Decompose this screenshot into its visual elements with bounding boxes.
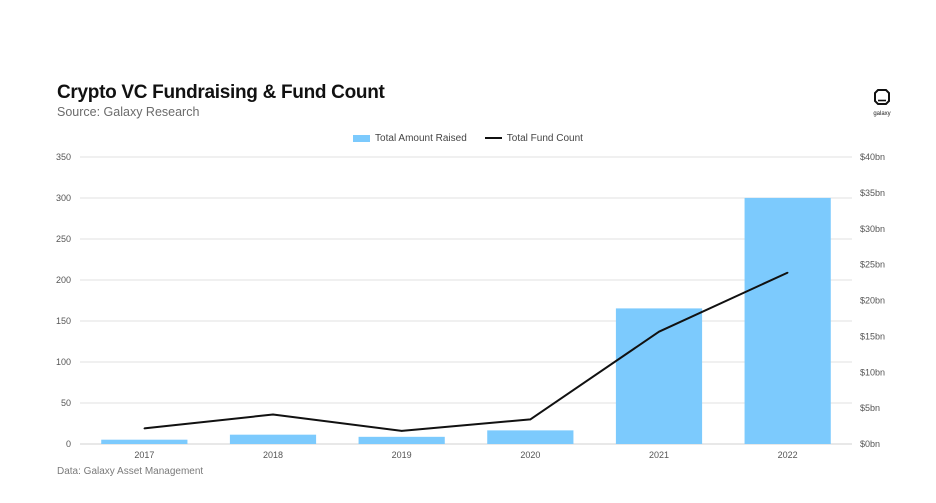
- x-axis-tick-label: 2019: [392, 450, 412, 460]
- left-axis-tick-label: 0: [66, 439, 71, 449]
- left-axis-tick-label: 250: [56, 234, 71, 244]
- chart-subtitle: Source: Galaxy Research: [57, 105, 200, 119]
- chart-legend: Total Amount Raised Total Fund Count: [0, 131, 936, 145]
- line-total-fund-count: [144, 271, 789, 432]
- x-axis-tick-label: 2021: [649, 450, 669, 460]
- bar-total-amount-raised: [744, 197, 831, 444]
- point-total-fund-count: [786, 271, 789, 274]
- legend-swatch-bar: [353, 134, 371, 142]
- legend-item-amount-raised: Total Amount Raised: [353, 131, 467, 145]
- right-axis-tick-label: $25bn: [860, 260, 885, 270]
- bar-total-amount-raised: [615, 308, 703, 444]
- legend-label-amount-raised: Total Amount Raised: [375, 132, 467, 144]
- logo-label: galaxy: [873, 111, 891, 117]
- bar-total-amount-raised: [101, 439, 188, 444]
- left-axis-tick-label: 200: [56, 275, 71, 285]
- galaxy-logo: galaxy: [866, 89, 898, 117]
- bar-total-amount-raised: [487, 430, 574, 444]
- point-total-fund-count: [529, 418, 532, 421]
- data-source-note: Data: Galaxy Asset Management: [57, 466, 204, 477]
- bar-total-amount-raised: [358, 436, 445, 444]
- right-axis-tick-label: $5bn: [860, 403, 880, 413]
- right-axis-tick-label: $20bn: [860, 296, 885, 306]
- x-axis-tick-label: 2017: [134, 450, 154, 460]
- left-axis-tick-label: 300: [56, 193, 71, 203]
- right-axis-tick-label: $10bn: [860, 367, 885, 377]
- right-axis-tick-label: $30bn: [860, 224, 885, 234]
- point-total-fund-count: [143, 427, 146, 430]
- point-total-fund-count: [658, 330, 660, 333]
- chart-title: Crypto VC Fundraising & Fund Count: [57, 82, 385, 103]
- legend-label-fund-count: Total Fund Count: [506, 132, 583, 144]
- galaxy-logo-icon: [874, 89, 890, 105]
- left-axis-tick-label: 100: [56, 357, 71, 367]
- left-axis-tick-label: 150: [56, 316, 71, 326]
- right-axis-tick-label: $40bn: [860, 152, 885, 162]
- x-axis-tick-label: 2018: [263, 450, 283, 460]
- x-axis-tick-label: 2020: [520, 450, 540, 460]
- point-total-fund-count: [400, 430, 403, 432]
- x-axis-tick-label: 2022: [778, 450, 798, 460]
- right-axis-tick-label: $0bn: [860, 439, 880, 449]
- bar-total-amount-raised: [229, 434, 317, 444]
- left-axis-tick-label: 350: [56, 152, 71, 162]
- point-total-fund-count: [272, 413, 274, 416]
- right-axis-tick-label: $15bn: [860, 331, 885, 341]
- legend-swatch-line: [484, 137, 502, 139]
- left-axis-tick-label: 50: [61, 398, 71, 408]
- right-axis-tick-label: $35bn: [860, 188, 885, 198]
- legend-item-fund-count: Total Fund Count: [484, 131, 583, 145]
